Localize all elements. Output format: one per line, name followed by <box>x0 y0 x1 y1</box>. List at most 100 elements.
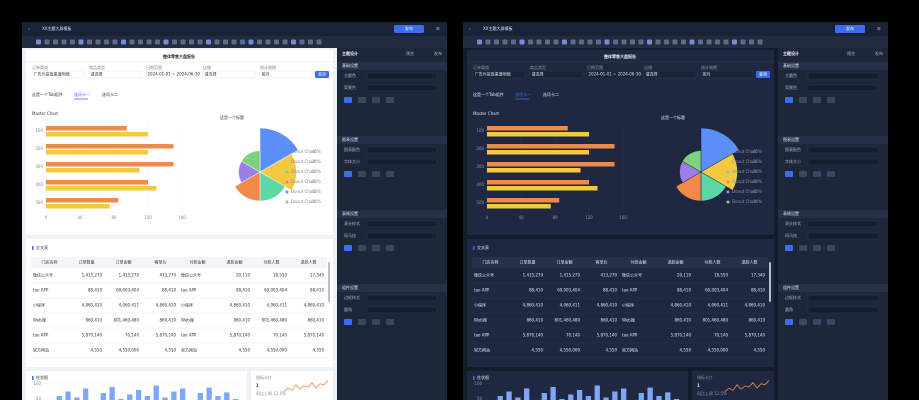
filter-value[interactable]: 请选择 <box>646 71 658 77</box>
option-swatch[interactable] <box>785 245 793 251</box>
filter-value[interactable]: 请选择 <box>532 71 544 77</box>
tab[interactable]: 这是一个Tab组件 <box>473 91 504 97</box>
toolbar-icon[interactable] <box>689 39 695 45</box>
publish-button[interactable] <box>835 25 865 33</box>
option-swatch[interactable] <box>358 319 366 325</box>
toolbar-icon[interactable] <box>757 39 763 45</box>
toolbar-icon[interactable] <box>655 39 661 45</box>
option-swatch[interactable] <box>785 319 793 325</box>
option-input[interactable] <box>807 146 879 154</box>
publish-link[interactable]: 发布 <box>875 50 883 56</box>
option-swatch[interactable] <box>358 97 366 103</box>
toolbar-icon[interactable] <box>129 39 135 45</box>
option-swatch[interactable] <box>372 245 380 251</box>
toolbar-icon[interactable] <box>672 39 678 45</box>
option-swatch[interactable] <box>813 97 821 103</box>
toolbar-icon[interactable] <box>715 39 720 45</box>
toolbar-icon[interactable] <box>528 39 533 45</box>
filter-input[interactable] <box>643 70 697 79</box>
toolbar-icon[interactable] <box>155 39 160 45</box>
publish-link[interactable]: 发布 <box>434 50 442 56</box>
query-button[interactable] <box>315 71 329 78</box>
toolbar-icon[interactable] <box>630 39 635 45</box>
option-input[interactable] <box>366 232 438 240</box>
option-input[interactable] <box>366 84 438 92</box>
toolbar-icon[interactable] <box>163 39 169 45</box>
toolbar-icon[interactable] <box>70 39 75 45</box>
toolbar-icon[interactable] <box>308 39 313 45</box>
tab[interactable]: 选项卡一 <box>74 91 90 97</box>
filter-input[interactable] <box>472 70 526 79</box>
toolbar-icon[interactable] <box>172 39 177 45</box>
preview-link[interactable]: 预览 <box>847 50 855 56</box>
toolbar-icon[interactable] <box>223 39 228 45</box>
toolbar-icon[interactable] <box>95 39 101 45</box>
toolbar-icon[interactable] <box>621 39 627 45</box>
toolbar-icon[interactable] <box>502 39 508 45</box>
toolbar-icon[interactable] <box>231 39 237 45</box>
toolbar-icon[interactable] <box>78 39 84 45</box>
option-swatch[interactable] <box>827 97 835 103</box>
option-swatch[interactable] <box>813 171 821 177</box>
toolbar-icon[interactable] <box>664 39 669 45</box>
toolbar-icon[interactable] <box>613 39 618 45</box>
option-input[interactable] <box>807 84 879 92</box>
filter-input[interactable] <box>259 70 313 79</box>
filter-input[interactable] <box>586 70 640 79</box>
option-swatch[interactable] <box>386 245 394 251</box>
option-input[interactable] <box>366 306 438 314</box>
option-input[interactable] <box>807 306 879 314</box>
toolbar-icon[interactable] <box>587 39 593 45</box>
filter-input[interactable] <box>31 70 85 79</box>
toolbar-icon[interactable] <box>53 39 58 45</box>
toolbar-icon[interactable] <box>553 39 559 45</box>
toolbar-icon[interactable] <box>61 39 67 45</box>
option-swatch[interactable] <box>827 245 835 251</box>
toolbar-icon[interactable] <box>681 39 686 45</box>
option-input[interactable] <box>366 72 438 80</box>
toolbar-icon[interactable] <box>698 39 703 45</box>
toolbar-icon[interactable] <box>494 39 499 45</box>
option-input[interactable] <box>807 220 879 228</box>
toolbar-icon[interactable] <box>316 39 322 45</box>
option-swatch[interactable] <box>372 97 380 103</box>
toolbar-icon[interactable] <box>604 39 610 45</box>
toolbar-icon[interactable] <box>570 39 576 45</box>
option-input[interactable] <box>807 72 879 80</box>
toolbar-icon[interactable] <box>214 39 220 45</box>
toolbar-icon[interactable] <box>265 39 271 45</box>
option-swatch[interactable] <box>344 97 352 103</box>
option-swatch[interactable] <box>827 171 835 177</box>
option-input[interactable] <box>366 294 438 302</box>
toolbar-icon[interactable] <box>180 39 186 45</box>
toolbar-icon[interactable] <box>647 39 652 45</box>
option-input[interactable] <box>366 220 438 228</box>
toolbar-icon[interactable] <box>291 39 296 45</box>
option-swatch[interactable] <box>386 171 394 177</box>
filter-input[interactable] <box>145 70 199 79</box>
filter-input[interactable] <box>700 70 754 79</box>
option-swatch[interactable] <box>358 171 366 177</box>
toolbar-icon[interactable] <box>257 39 262 45</box>
toolbar-icon[interactable] <box>732 39 737 45</box>
toolbar-icon[interactable] <box>112 39 118 45</box>
option-swatch[interactable] <box>372 171 380 177</box>
tab[interactable]: 这是一个Tab组件 <box>32 91 63 97</box>
filter-value[interactable]: 按月 <box>703 71 711 77</box>
toolbar-icon[interactable] <box>477 39 482 45</box>
tab[interactable]: 选项卡二 <box>543 91 559 97</box>
toolbar-icon[interactable] <box>44 39 50 45</box>
toolbar-icon[interactable] <box>248 39 254 45</box>
filter-input[interactable] <box>88 70 142 79</box>
option-swatch[interactable] <box>344 319 352 325</box>
toolbar-icon[interactable] <box>536 39 542 45</box>
toolbar-icon[interactable] <box>706 39 712 45</box>
publish-button[interactable] <box>394 25 424 33</box>
option-swatch[interactable] <box>785 171 793 177</box>
toolbar-icon[interactable] <box>562 39 567 45</box>
publish-label[interactable]: 发布 <box>846 25 854 31</box>
tab[interactable]: 选项卡一 <box>515 91 531 97</box>
toolbar-icon[interactable] <box>545 39 550 45</box>
filter-value[interactable]: 请选择 <box>205 71 217 77</box>
toolbar-icon[interactable] <box>36 39 41 45</box>
